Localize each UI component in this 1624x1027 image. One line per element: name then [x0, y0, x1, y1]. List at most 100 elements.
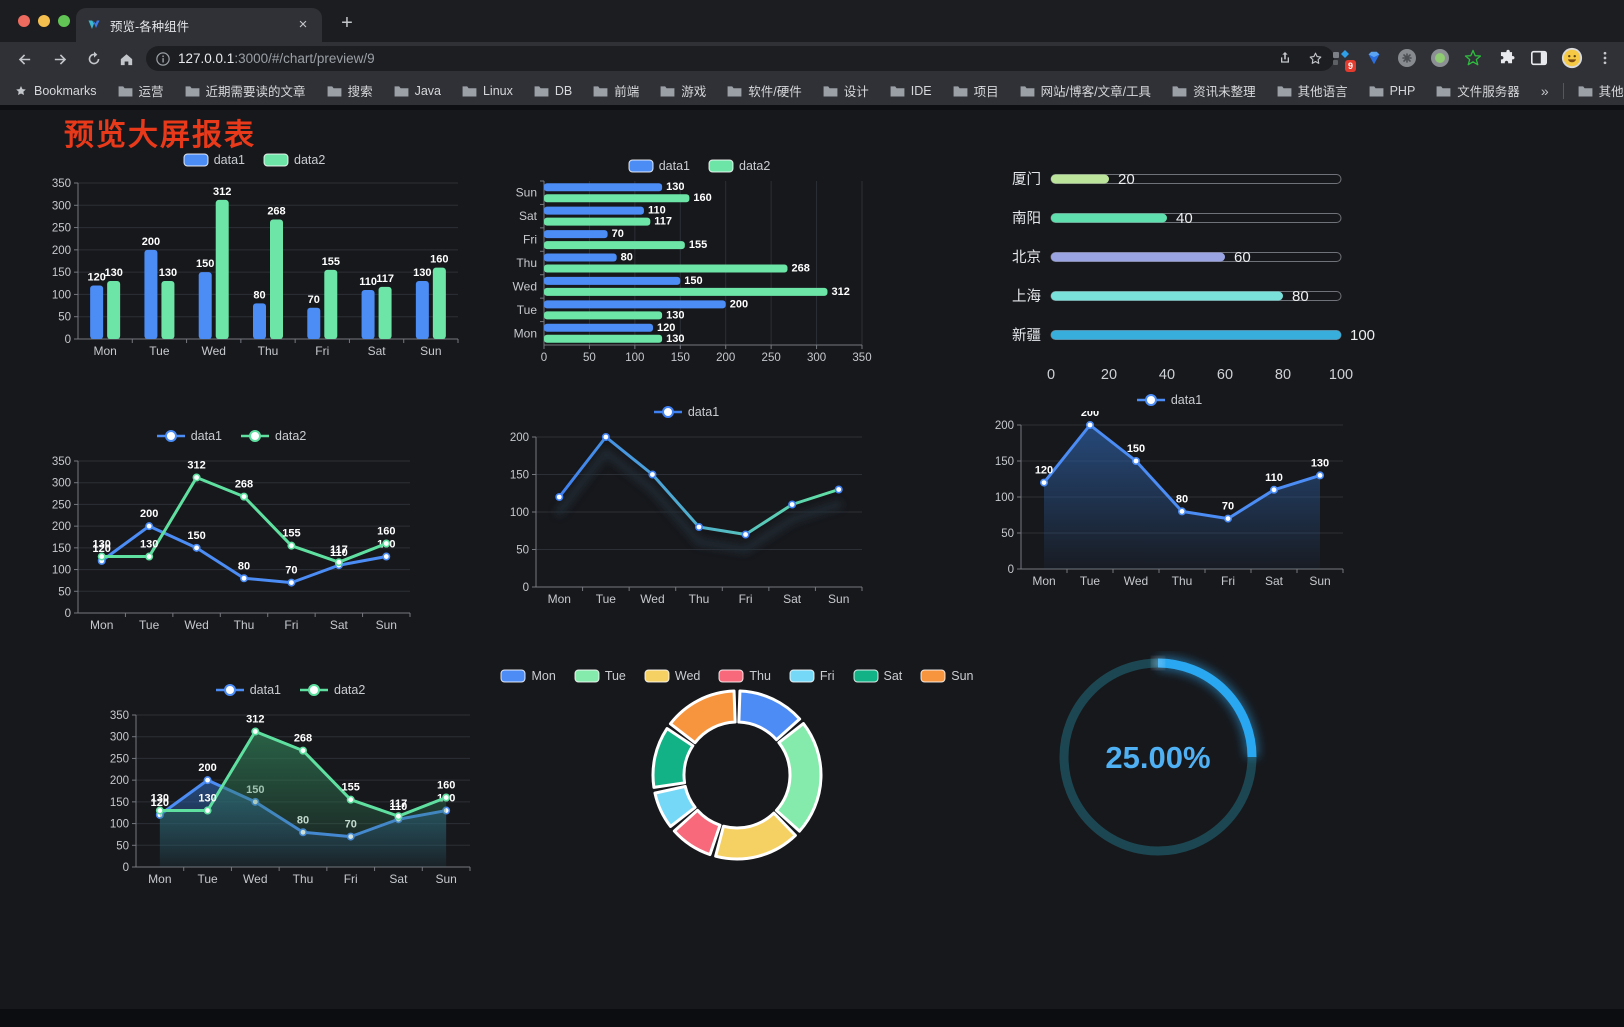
svg-text:70: 70 — [612, 228, 624, 240]
bookmark-folder[interactable]: 软件/硬件 — [727, 81, 802, 100]
emoji-avatar-icon[interactable] — [1561, 47, 1583, 69]
svg-text:Tue: Tue — [197, 872, 218, 886]
legend-item[interactable]: data2 — [299, 683, 365, 697]
chart-canvas: 0 50 100 150 200 Mon Tue Wed Thu Fri Sat Sun — [510, 432, 863, 606]
legend-item[interactable]: data2 — [708, 159, 770, 173]
legend-item[interactable]: data2 — [263, 153, 325, 167]
legend-item[interactable]: data1 — [156, 429, 222, 443]
extension-knot-icon[interactable] — [1396, 47, 1418, 69]
svg-text:110: 110 — [359, 276, 377, 288]
maximize-window-button[interactable] — [58, 15, 70, 27]
bookmark-folder[interactable]: Linux — [462, 81, 513, 100]
forward-button[interactable] — [48, 47, 72, 71]
legend-swatch-icon — [500, 669, 526, 683]
bookmark-folder[interactable]: 近期需要读的文章 — [185, 81, 306, 100]
legend-item[interactable]: data1 — [215, 683, 281, 697]
svg-text:60: 60 — [1234, 249, 1251, 266]
tab-close-icon[interactable]: × — [298, 16, 308, 33]
bookmark-folder[interactable]: 搜索 — [327, 81, 373, 100]
svg-text:268: 268 — [294, 733, 312, 745]
chart-area-two-series: data1 data2 0 50 100 150 200 250 300 350 Mon Tue Wed… — [98, 679, 482, 893]
legend-item[interactable]: Wed — [644, 669, 700, 683]
svg-text:Sat: Sat — [783, 592, 802, 606]
legend-item[interactable]: Sun — [920, 669, 974, 683]
bookmark-folder[interactable]: 网站/博客/文章/工具 — [1020, 81, 1151, 100]
close-window-button[interactable] — [18, 15, 30, 27]
bookmark-folder[interactable]: IDE — [890, 81, 932, 100]
folder-icon — [890, 85, 905, 97]
browser-menu-icon[interactable] — [1594, 47, 1616, 69]
svg-text:350: 350 — [52, 178, 71, 190]
legend-item[interactable]: Fri — [789, 669, 835, 683]
tab-title: 预览-各种组件 — [110, 19, 190, 34]
extension-green-star-icon[interactable] — [1462, 47, 1484, 69]
svg-text:Wed: Wed — [184, 618, 208, 632]
svg-text:70: 70 — [308, 294, 320, 306]
share-icon[interactable] — [1277, 50, 1293, 66]
other-bookmarks[interactable]: 其他书签 — [1578, 81, 1624, 100]
svg-text:120: 120 — [1035, 465, 1053, 477]
folder-icon — [727, 85, 742, 97]
extension-grid-icon[interactable]: 9 — [1330, 47, 1356, 72]
svg-text:150: 150 — [52, 543, 71, 555]
svg-text:80: 80 — [1176, 493, 1188, 505]
svg-text:268: 268 — [235, 479, 253, 491]
chart-legend: data1 data2 — [42, 149, 466, 171]
bookmark-folder[interactable]: PHP — [1369, 81, 1415, 100]
folder-icon — [1369, 85, 1384, 97]
bookmark-folder[interactable]: 设计 — [823, 81, 869, 100]
sidebar-toggle-icon[interactable] — [1528, 47, 1550, 69]
bookmark-folder[interactable]: Java — [394, 81, 441, 100]
browser-tab[interactable]: 预览-各种组件 × — [76, 8, 322, 42]
chart-donut: Mon Tue Wed Thu Fri Sat Sun — [500, 665, 974, 865]
extension-gem-icon[interactable] — [1363, 47, 1385, 69]
svg-text:Sat: Sat — [389, 872, 408, 886]
svg-text:130: 130 — [198, 793, 216, 805]
bookmark-folder[interactable]: DB — [534, 81, 572, 100]
site-info-icon[interactable] — [156, 51, 170, 66]
puzzle-extensions-icon[interactable] — [1495, 47, 1517, 69]
svg-text:250: 250 — [762, 352, 781, 364]
bookmark-folder[interactable]: 其他语言 — [1277, 81, 1348, 100]
svg-text:200: 200 — [140, 508, 158, 520]
bookmark-folder[interactable]: 游戏 — [660, 81, 706, 100]
svg-text:Thu: Thu — [1172, 574, 1193, 588]
legend-item[interactable]: data1 — [183, 153, 245, 167]
folder-icon — [953, 85, 968, 97]
svg-text:40: 40 — [1176, 210, 1193, 227]
bookmark-folder[interactable]: 前端 — [593, 81, 639, 100]
new-tab-button[interactable]: + — [341, 12, 353, 34]
home-button[interactable] — [114, 47, 138, 71]
address-bar[interactable]: 127.0.0.1:3000/#/chart/preview/9 — [146, 46, 1334, 71]
legend-item[interactable]: Mon — [500, 669, 556, 683]
reload-button[interactable] — [82, 47, 106, 71]
back-button[interactable] — [12, 47, 36, 71]
legend-item[interactable]: data1 — [653, 405, 719, 419]
svg-text:Tue: Tue — [1080, 574, 1101, 588]
svg-text:南阳: 南阳 — [1012, 210, 1041, 227]
legend-item[interactable]: Sat — [853, 669, 902, 683]
bookmarks-overflow-chevron[interactable]: » — [1540, 82, 1549, 99]
legend-item[interactable]: data1 — [1136, 393, 1202, 407]
extension-green-dot-icon[interactable] — [1429, 47, 1451, 69]
bookmark-folder[interactable]: 资讯未整理 — [1172, 81, 1256, 100]
extension-badge: 9 — [1344, 60, 1356, 72]
bookmark-folder[interactable]: 文件服务器 — [1436, 81, 1520, 100]
svg-text:130: 130 — [666, 333, 684, 345]
svg-text:155: 155 — [282, 528, 300, 540]
svg-text:100: 100 — [1329, 367, 1353, 383]
bookmarks-manager[interactable]: Bookmarks — [14, 84, 97, 98]
svg-text:100: 100 — [52, 565, 71, 577]
bookmark-folder[interactable]: 运营 — [118, 81, 164, 100]
legend-item[interactable]: Thu — [718, 669, 771, 683]
svg-text:100: 100 — [510, 507, 529, 519]
minimize-window-button[interactable] — [38, 15, 50, 27]
legend-swatch-icon — [574, 669, 600, 683]
bookmark-folder[interactable]: 项目 — [953, 81, 999, 100]
bookmark-star-icon[interactable] — [1307, 50, 1324, 67]
legend-item[interactable]: Tue — [574, 669, 626, 683]
legend-item[interactable]: data1 — [628, 159, 690, 173]
legend-item[interactable]: data2 — [240, 429, 306, 443]
svg-text:200: 200 — [995, 420, 1014, 432]
svg-text:80: 80 — [253, 289, 265, 301]
